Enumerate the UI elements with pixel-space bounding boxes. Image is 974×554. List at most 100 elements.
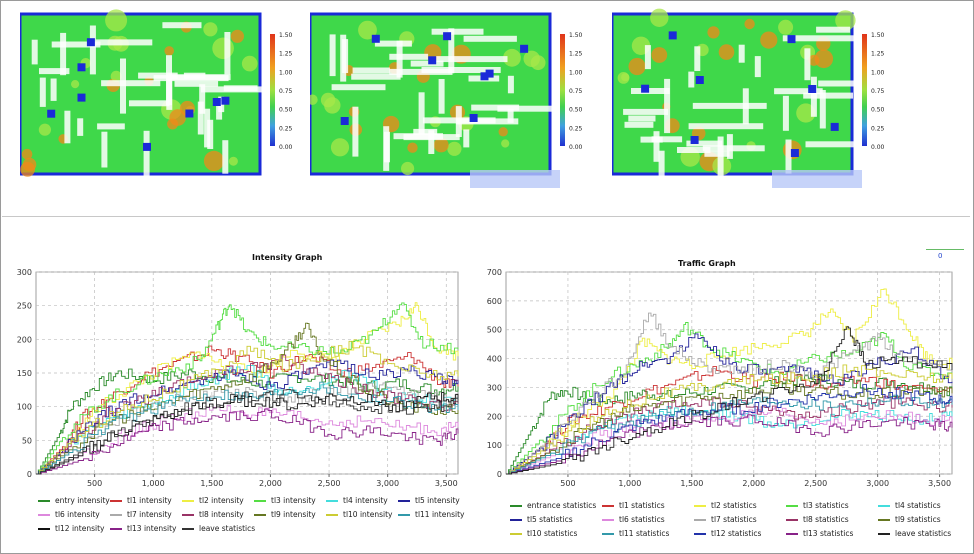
legend-label: tl12 statistics	[711, 529, 762, 538]
color-scale-label: 1.25	[871, 51, 885, 58]
maze-wall	[77, 118, 84, 136]
heatmap-2: 1.50 1.25 1.00 0.75 0.50 0.25 0.00	[310, 12, 583, 188]
maze-block	[443, 32, 452, 41]
color-scale-label: 1.50	[279, 32, 293, 39]
x-tick-label: 3,500	[435, 479, 458, 488]
legend-label: tl9 intensity	[271, 510, 316, 519]
x-tick-label: 1,000	[142, 479, 165, 488]
legend-label: tl11 statistics	[619, 529, 670, 538]
color-scale-bar	[862, 34, 867, 146]
legend-swatch	[110, 513, 122, 516]
maze-wall	[688, 71, 695, 88]
series-line	[36, 388, 459, 475]
heat-blob	[324, 97, 341, 114]
color-scale-label: 1.00	[279, 69, 293, 76]
legend-swatch	[878, 518, 890, 521]
legend-item: entrance statistics	[510, 501, 596, 510]
heat-blob	[650, 8, 669, 27]
y-tick-label: 200	[17, 335, 32, 344]
series-line	[36, 381, 459, 475]
legend-item: tl4 intensity	[326, 496, 388, 505]
legend-swatch	[786, 532, 798, 535]
heat-blob	[447, 141, 462, 156]
legend-label: tl2 intensity	[199, 496, 244, 505]
maze-wall	[120, 58, 126, 114]
maze-wall	[774, 88, 823, 95]
x-tick-label: 500	[87, 479, 102, 488]
y-tick-label: 300	[17, 268, 32, 277]
y-tick-label: 0	[497, 470, 502, 479]
maze-wall	[782, 35, 856, 42]
color-scale-label: 0.00	[569, 144, 583, 151]
legend-swatch	[38, 499, 50, 502]
y-tick-label: 600	[487, 297, 502, 306]
maze-wall	[651, 136, 683, 143]
heat-blob	[330, 138, 350, 157]
maze-wall	[143, 130, 150, 183]
legend-item: tl11 intensity	[398, 510, 464, 519]
legend-item: tl9 statistics	[878, 515, 941, 524]
maze-wall	[704, 150, 730, 157]
maze-wall	[331, 84, 386, 91]
heat-blob	[105, 9, 128, 32]
x-tick-label: 2,500	[318, 479, 341, 488]
series-line	[506, 312, 953, 475]
cold-region	[772, 170, 862, 188]
heat-blob	[71, 80, 80, 89]
color-scale-label: 0.25	[871, 125, 885, 132]
legend-item: tl7 intensity	[110, 510, 172, 519]
maze-wall	[653, 131, 660, 162]
legend-item: tl12 intensity	[38, 524, 104, 533]
y-tick-label: 250	[17, 302, 32, 311]
maze-wall	[702, 145, 765, 152]
heat-blob	[230, 29, 244, 43]
legend-label: tl8 statistics	[803, 515, 849, 524]
maze-block	[790, 149, 799, 157]
maze-block	[221, 96, 230, 105]
maze-wall	[224, 32, 231, 75]
legend-line	[926, 249, 964, 250]
legend-swatch	[182, 513, 194, 516]
legend-item: entry intensity	[38, 496, 110, 505]
heat-blob	[501, 139, 510, 148]
maze-wall	[677, 147, 711, 153]
legend-label: leave statistics	[895, 529, 952, 538]
legend-label: entry intensity	[55, 496, 110, 505]
legend-swatch	[694, 532, 706, 535]
y-tick-label: 500	[487, 326, 502, 335]
y-tick-label: 150	[17, 369, 32, 378]
maze-wall	[436, 56, 508, 63]
color-scale-label: 1.00	[569, 69, 583, 76]
legend-item: tl7 statistics	[694, 515, 757, 524]
cold-region	[470, 170, 560, 188]
legend-swatch	[510, 504, 522, 507]
legend-label: tl1 intensity	[127, 496, 172, 505]
series-line	[36, 408, 459, 475]
legend-swatch	[38, 527, 50, 530]
series-line	[506, 395, 953, 475]
color-scale-label: 0.25	[569, 125, 583, 132]
heat-blob	[110, 70, 122, 82]
maze-wall	[166, 74, 173, 110]
maze-wall	[223, 85, 258, 92]
maze-wall	[818, 80, 879, 87]
maze-wall	[183, 72, 206, 79]
legend-item: tl2 statistics	[694, 501, 757, 510]
maze-wall	[413, 128, 438, 135]
legend-label: tl13 statistics	[803, 529, 854, 538]
color-scale-label: 0.50	[871, 107, 885, 114]
heat-blob	[707, 26, 720, 39]
color-scale-label: 1.50	[569, 32, 583, 39]
color-scale-label: 0.75	[569, 88, 583, 95]
traffic-legend: entrance statistics tl1 statistics tl2 sta…	[510, 501, 960, 551]
x-tick-label: 1,500	[200, 479, 223, 488]
maze-wall	[352, 106, 359, 157]
legend-swatch	[254, 499, 266, 502]
legend-item: tl3 statistics	[786, 501, 849, 510]
heat-blob	[628, 57, 646, 76]
legend-label: leave statistics	[199, 524, 256, 533]
maze-wall	[448, 28, 455, 74]
series-line	[36, 340, 459, 475]
heat-blob	[760, 31, 778, 49]
maze-wall	[628, 115, 656, 122]
